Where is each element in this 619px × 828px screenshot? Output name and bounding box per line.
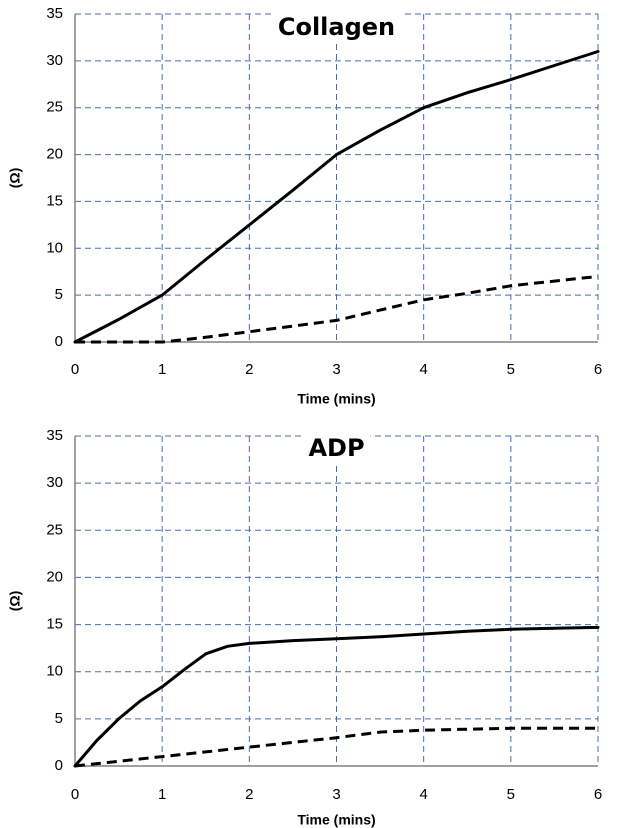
y-tick-label: 20	[46, 568, 63, 585]
x-axis-title: Time (mins)	[297, 391, 375, 407]
x-tick-label: 6	[594, 786, 602, 803]
x-tick-label: 0	[71, 361, 79, 378]
x-tick-label: 2	[245, 361, 253, 378]
y-tick-label: 25	[46, 521, 63, 538]
chart-title: Collagen	[278, 13, 395, 41]
x-axis-title: Time (mins)	[297, 812, 375, 828]
y-tick-label: 10	[46, 239, 63, 256]
y-tick-label: 35	[46, 5, 63, 22]
y-tick-label: 0	[55, 757, 63, 774]
y-tick-label: 5	[55, 286, 63, 303]
x-tick-label: 6	[594, 361, 602, 378]
x-tick-label: 2	[245, 786, 253, 803]
y-tick-label: 35	[46, 427, 63, 444]
chart-title: ADP	[308, 434, 364, 462]
y-tick-label: 0	[55, 333, 63, 350]
x-tick-label: 4	[419, 786, 427, 803]
x-tick-label: 3	[332, 361, 340, 378]
x-tick-label: 4	[419, 361, 427, 378]
x-tick-label: 5	[507, 361, 515, 378]
adp-chart: ADP 0 5 10 15 20 25 30 35 0 1 2 3 4 5 6 Time (mins) (Ω)	[7, 427, 602, 828]
y-tick-label: 30	[46, 474, 63, 491]
collagen-chart: Collagen 0 5 10 15 20 25 30 35 0 1 2 3 4 5 6 Time (mins)…	[7, 5, 602, 407]
y-axis-title: (Ω)	[7, 591, 23, 612]
y-axis-title: (Ω)	[7, 168, 23, 189]
y-tick-label: 20	[46, 146, 63, 163]
x-tick-label: 5	[507, 786, 515, 803]
x-tick-label: 1	[158, 786, 166, 803]
y-tick-label: 15	[46, 192, 63, 209]
y-tick-label: 30	[46, 52, 63, 69]
y-tick-label: 25	[46, 99, 63, 116]
y-tick-label: 5	[55, 710, 63, 727]
x-tick-label: 0	[71, 786, 79, 803]
x-tick-label: 3	[332, 786, 340, 803]
y-tick-label: 15	[46, 616, 63, 633]
y-tick-label: 10	[46, 663, 63, 680]
x-tick-label: 1	[158, 361, 166, 378]
